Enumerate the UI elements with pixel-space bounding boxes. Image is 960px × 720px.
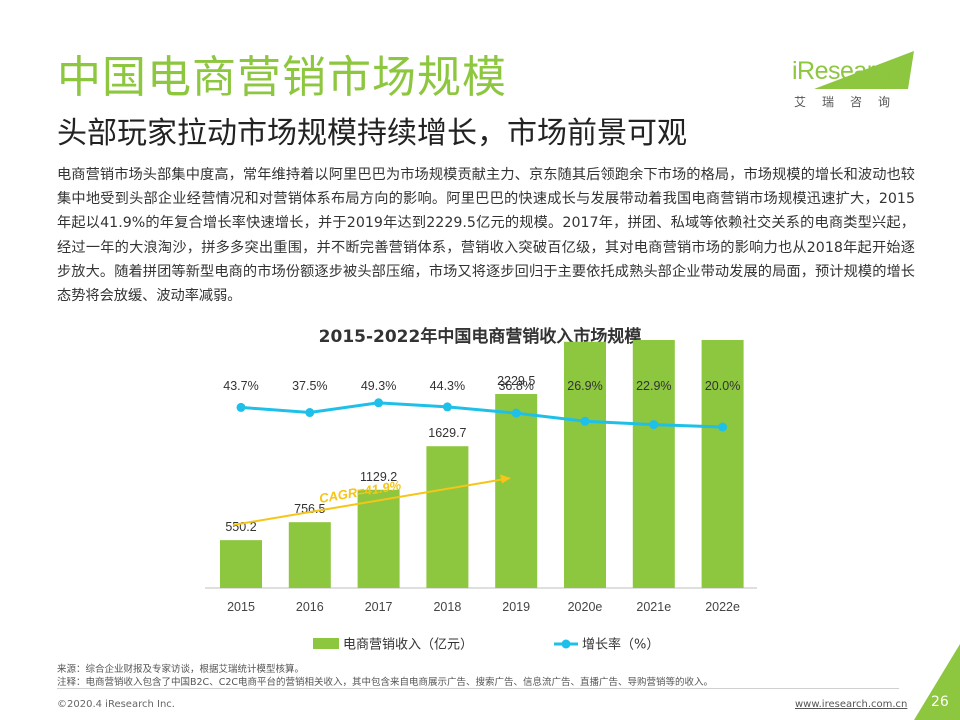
growth-point-2022e (718, 422, 728, 432)
bar-2016 (288, 522, 331, 588)
logo-swoosh-icon (814, 51, 914, 89)
page-corner-shape (914, 644, 960, 720)
x-tick-2019: 2019 (502, 600, 530, 614)
growth-point-2019 (511, 408, 521, 418)
x-tick-2022e: 2022e (705, 600, 740, 614)
footnote: 注释：电商营销收入包含了中国B2C、C2C电商平台的营销相关收入，其中包含来自电… (57, 677, 714, 688)
bar-label-2018: 1629.7 (428, 426, 466, 440)
page-title: 中国电商营销市场规模 (57, 52, 507, 103)
x-tick-2020e: 2020e (568, 600, 603, 614)
copyright: ©2020.4 iResearch Inc. (57, 699, 175, 710)
growth-label-2016: 37.5% (292, 379, 327, 393)
iresearch-logo: iResearch 艾瑞咨询 (790, 47, 920, 117)
growth-label-2021e: 22.9% (636, 379, 671, 393)
growth-point-2018 (442, 402, 452, 412)
bar-2018 (426, 446, 469, 588)
growth-label-2017: 49.3% (361, 379, 396, 393)
bar-2015 (220, 540, 262, 588)
growth-label-2015: 43.7% (223, 379, 258, 393)
legend-bar-swatch (313, 638, 339, 649)
x-tick-2015: 2015 (227, 600, 255, 614)
growth-label-2022e: 20.0% (705, 379, 740, 393)
bar-label-2017: 1129.2 (360, 470, 397, 484)
growth-label-2018: 44.3% (430, 379, 465, 393)
bar-2019 (495, 394, 538, 588)
cagr-arrow-line (232, 478, 504, 526)
bar-label-2019: 2229.5 (497, 374, 535, 388)
intro-paragraph: 电商营销市场头部集中度高，常年维持着以阿里巴巴为市场规模贡献主力、京东随其后领跑… (57, 167, 915, 305)
legend-line-marker (561, 639, 571, 649)
chart-title: 2015-2022年中国电商营销收入市场规模 (318, 327, 642, 347)
growth-rate-line (240, 401, 723, 429)
x-tick-2016: 2016 (296, 600, 324, 614)
bar-2020e (564, 341, 606, 588)
page-subtitle: 头部玩家拉动市场规模持续增长，市场前景可观 (57, 116, 687, 151)
footer-divider (57, 688, 899, 689)
revenue-chart: 550.22015756.520161129.220171629.7201822… (205, 340, 757, 653)
growth-point-2015 (236, 402, 246, 412)
bar-2021e (632, 340, 675, 588)
page-number: 26 (931, 694, 949, 710)
growth-point-2021e (649, 420, 659, 430)
logo-brand: iResearch (792, 57, 901, 85)
source-note: 来源：综合企业财报及专家访谈，根据艾瑞统计模型核算。 (57, 664, 305, 675)
growth-label-2019: 36.8% (498, 379, 533, 393)
cagr-arrow-head (500, 474, 511, 484)
legend-line-label: 增长率（%） (582, 637, 659, 653)
bar-label-2015: 550.2 (225, 520, 256, 534)
growth-point-2017 (374, 398, 384, 408)
legend-bar-label: 电商营销收入（亿元） (343, 638, 473, 653)
growth-label-2020e: 26.9% (567, 379, 602, 393)
x-tick-2018: 2018 (433, 600, 461, 614)
bar-2022e (701, 340, 744, 588)
website-link[interactable]: www.iresearch.com.cn (795, 699, 908, 710)
growth-point-2020e (580, 416, 590, 426)
x-tick-2017: 2017 (365, 600, 393, 614)
logo-cn-text: 艾瑞咨询 (794, 95, 907, 109)
bar-2017 (357, 489, 400, 588)
x-tick-2021e: 2021e (636, 600, 671, 614)
growth-point-2016 (305, 408, 315, 418)
